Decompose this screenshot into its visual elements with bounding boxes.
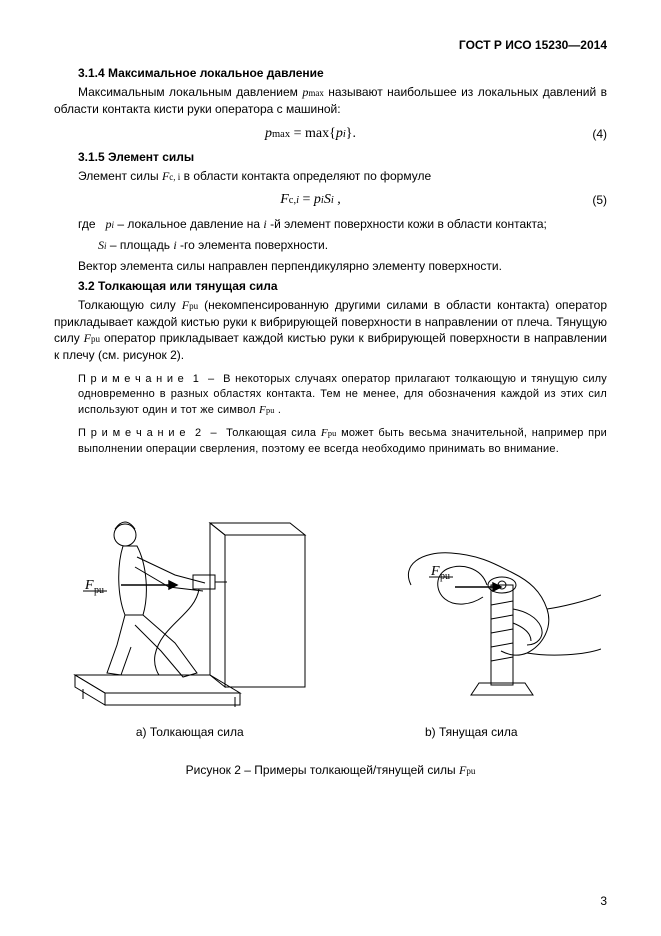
sym-si-sub: i bbox=[104, 241, 107, 251]
sym-f: F bbox=[321, 427, 328, 439]
symbol-si: Si bbox=[98, 238, 107, 252]
symbol-pi: pi bbox=[106, 217, 115, 231]
text-fragment: – площадь bbox=[110, 238, 173, 252]
formula-4-row: pmax = max{pi}. (4) bbox=[54, 126, 607, 142]
sym-fpu-sub: pu bbox=[466, 766, 475, 776]
text-fragment: Максимальным локальным давлением bbox=[78, 85, 302, 99]
para-3-1-4: Максимальным локальным давлением pmax на… bbox=[54, 84, 607, 118]
sym-fpu-sub: pu bbox=[189, 301, 198, 311]
sym-f: F bbox=[84, 331, 91, 345]
text-fragment: – локальное давление на bbox=[117, 217, 263, 231]
sym-fci-sub: c, i bbox=[169, 172, 180, 182]
symbol-fpu: Fpu bbox=[84, 331, 100, 345]
page-number: 3 bbox=[600, 894, 607, 908]
text-fragment: -й элемент поверхности кожи в области ко… bbox=[267, 217, 547, 231]
figure-2a-svg: F pu bbox=[65, 475, 315, 715]
sym-fpu-sub: pu bbox=[91, 334, 100, 344]
symbol-pmax: pmax bbox=[302, 85, 324, 99]
formula-5-row: Fc,i = piSi , (5) bbox=[54, 192, 607, 208]
section-3-1-5-title: 3.1.5 Элемент силы bbox=[78, 150, 607, 164]
sym-fpu-sub: pu bbox=[266, 406, 275, 415]
note-2: П р и м е ч а н и е 2 – Толкающая сила F… bbox=[78, 426, 607, 457]
formula-5-number: (5) bbox=[567, 193, 607, 207]
para-vector: Вектор элемента силы направлен перпендик… bbox=[54, 258, 607, 275]
sym-pi-sub: i bbox=[112, 220, 115, 230]
formula-4-number: (4) bbox=[567, 127, 607, 141]
text-fragment: Рисунок 2 – Примеры толкающей/тянущей си… bbox=[186, 763, 459, 777]
figure-2b: F pu b) Тянущая сила bbox=[336, 515, 608, 739]
figure-2a: F pu a) Толкающая сила bbox=[54, 475, 326, 739]
symbol-fpu: Fpu bbox=[259, 404, 275, 416]
text-fragment: П р и м е ч а н и е 2 – Толкающая сила bbox=[78, 427, 321, 439]
text-fragment: -го элемента поверхности. bbox=[177, 238, 328, 252]
figure-2b-caption: b) Тянущая сила bbox=[336, 725, 608, 739]
text-fragment: . bbox=[275, 404, 282, 416]
figure-2-row: F pu a) Толкающая сила bbox=[54, 475, 607, 739]
text-fragment: оператор прикладывает каждой кистью руки… bbox=[54, 331, 607, 362]
symbol-fpu: Fpu bbox=[321, 427, 337, 439]
section-3-1-4-title: 3.1.4 Максимальное локальное давление bbox=[78, 66, 607, 80]
para-3-2: Толкающую силу Fpu (некомпенсированную д… bbox=[54, 297, 607, 364]
text-fragment: где bbox=[78, 217, 99, 231]
where-pi: где pi – локальное давление на i -й элем… bbox=[78, 216, 607, 233]
sym-pmax-sub: max bbox=[308, 88, 324, 98]
symbol-fci: Fc, i bbox=[162, 169, 180, 183]
figure-2b-svg: F pu bbox=[341, 515, 601, 715]
symbol-fpu: Fpu bbox=[459, 763, 475, 777]
formula-4: pmax = max{pi}. bbox=[54, 126, 567, 142]
figure-2a-caption: a) Толкающая сила bbox=[54, 725, 326, 739]
text-fragment: Элемент силы bbox=[78, 169, 162, 183]
where-si: Si – площадь i -го элемента поверхности. bbox=[98, 237, 607, 254]
para-3-1-5: Элемент силы Fc, i в области контакта оп… bbox=[54, 168, 607, 185]
note-1: П р и м е ч а н и е 1 – В некоторых случ… bbox=[78, 372, 607, 418]
sym-f: F bbox=[259, 404, 266, 416]
section-3-2-title: 3.2 Толкающая или тянущая сила bbox=[78, 279, 607, 293]
text-fragment: в области контакта определяют по формуле bbox=[180, 169, 431, 183]
document-header: ГОСТ Р ИСО 15230—2014 bbox=[54, 38, 607, 52]
figure-2-overall-caption: Рисунок 2 – Примеры толкающей/тянущей си… bbox=[54, 763, 607, 778]
text-fragment: П р и м е ч а н и е 1 – В некоторых случ… bbox=[78, 373, 607, 416]
formula-5: Fc,i = piSi , bbox=[54, 192, 567, 208]
symbol-fpu: Fpu bbox=[182, 298, 198, 312]
text-fragment: Толкающую силу bbox=[78, 298, 182, 312]
